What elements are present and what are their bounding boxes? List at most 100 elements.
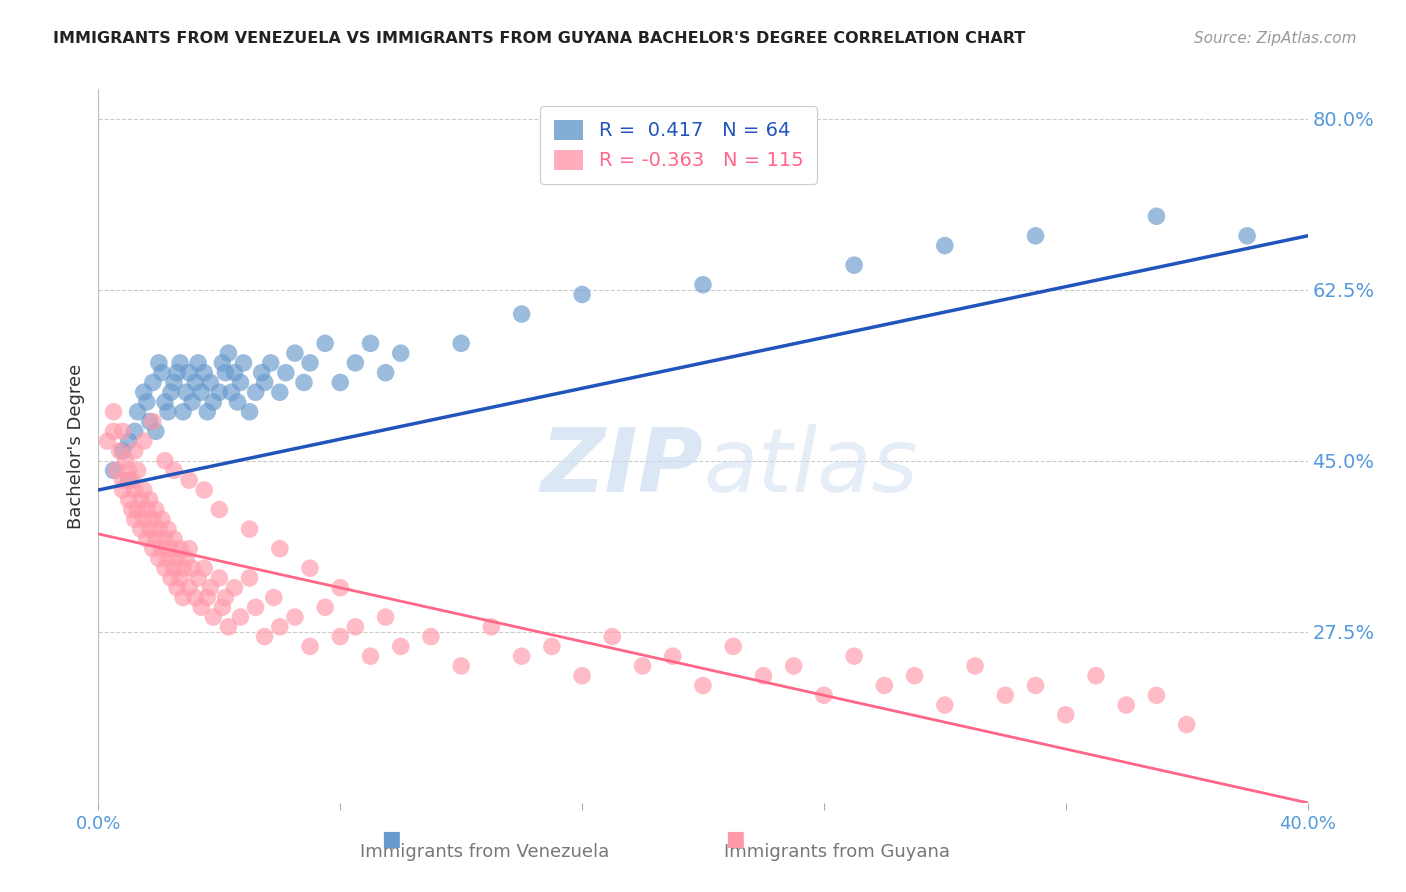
Text: ■: ■ <box>381 830 401 849</box>
Point <box>934 698 956 712</box>
Point <box>1236 228 1258 243</box>
Point <box>253 376 276 390</box>
Point <box>111 483 134 497</box>
Point <box>200 376 222 390</box>
Point <box>156 551 179 566</box>
Point <box>274 366 297 380</box>
Point <box>269 541 291 556</box>
Point <box>163 463 186 477</box>
Point <box>450 659 472 673</box>
Point <box>226 395 249 409</box>
Point <box>360 649 382 664</box>
Point <box>217 620 239 634</box>
Point <box>148 522 170 536</box>
Point <box>142 512 165 526</box>
Point <box>269 620 291 634</box>
Point <box>224 581 246 595</box>
Point <box>239 522 262 536</box>
Point <box>211 356 233 370</box>
Point <box>239 405 262 419</box>
Point <box>329 581 352 595</box>
Point <box>124 512 146 526</box>
Point <box>181 561 204 575</box>
Point <box>193 483 215 497</box>
Point <box>163 532 186 546</box>
Point <box>163 376 186 390</box>
Point <box>299 640 322 654</box>
Point <box>602 630 624 644</box>
Point <box>121 502 143 516</box>
Point <box>150 366 173 380</box>
Text: Immigrants from Guyana: Immigrants from Guyana <box>724 843 949 861</box>
Point <box>904 669 927 683</box>
Point <box>202 610 225 624</box>
Point <box>169 571 191 585</box>
Point <box>934 238 956 252</box>
Point <box>299 561 322 575</box>
Point <box>179 541 201 556</box>
Point <box>214 591 236 605</box>
Point <box>132 434 155 449</box>
Point <box>187 571 209 585</box>
Point <box>174 385 197 400</box>
Point <box>229 376 252 390</box>
Point <box>229 610 252 624</box>
Point <box>142 376 165 390</box>
Point <box>145 502 167 516</box>
Point <box>314 336 336 351</box>
Point <box>118 434 141 449</box>
Point <box>195 405 218 419</box>
Point <box>142 415 165 429</box>
Point <box>153 532 176 546</box>
Point <box>631 659 654 673</box>
Text: IMMIGRANTS FROM VENEZUELA VS IMMIGRANTS FROM GUYANA BACHELOR'S DEGREE CORRELATIO: IMMIGRANTS FROM VENEZUELA VS IMMIGRANTS … <box>53 31 1026 46</box>
Point <box>329 630 352 644</box>
Point <box>166 551 188 566</box>
Point <box>1175 717 1198 731</box>
Point <box>221 385 243 400</box>
Point <box>224 366 246 380</box>
Point <box>481 620 503 634</box>
Point <box>121 473 143 487</box>
Point <box>232 356 254 370</box>
Point <box>692 277 714 292</box>
Point <box>374 610 396 624</box>
Point <box>299 356 322 370</box>
Text: Immigrants from Venezuela: Immigrants from Venezuela <box>360 843 610 861</box>
Point <box>103 425 125 439</box>
Text: ZIP: ZIP <box>540 424 703 511</box>
Point <box>783 659 806 673</box>
Point <box>148 551 170 566</box>
Point <box>124 425 146 439</box>
Point <box>179 473 201 487</box>
Point <box>160 385 183 400</box>
Point <box>329 376 352 390</box>
Point <box>139 492 162 507</box>
Point <box>172 591 194 605</box>
Point <box>510 649 533 664</box>
Point <box>260 356 283 370</box>
Point <box>208 385 231 400</box>
Point <box>139 522 162 536</box>
Point <box>184 591 207 605</box>
Point <box>111 473 134 487</box>
Point <box>510 307 533 321</box>
Point <box>96 434 118 449</box>
Point <box>150 512 173 526</box>
Point <box>148 356 170 370</box>
Point <box>284 346 307 360</box>
Point <box>389 640 412 654</box>
Point <box>179 366 201 380</box>
Point <box>145 425 167 439</box>
Point <box>118 463 141 477</box>
Point <box>174 551 197 566</box>
Point <box>193 366 215 380</box>
Point <box>1024 678 1046 692</box>
Point <box>200 581 222 595</box>
Point <box>284 610 307 624</box>
Point <box>314 600 336 615</box>
Point <box>150 541 173 556</box>
Point <box>184 376 207 390</box>
Point <box>142 541 165 556</box>
Point <box>129 522 152 536</box>
